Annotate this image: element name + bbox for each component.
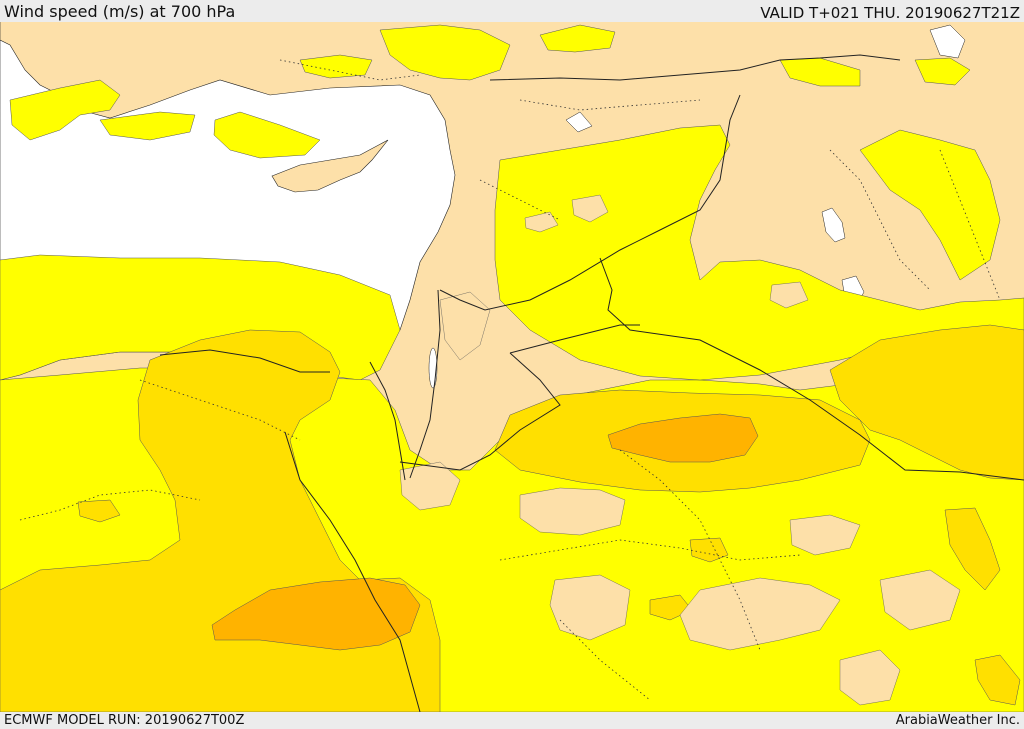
map-title: Wind speed (m/s) at 700 hPa bbox=[4, 2, 236, 21]
wind-band-light-patches bbox=[399, 194, 961, 706]
country-borders bbox=[159, 54, 1024, 712]
footer-bar: ECMWF MODEL RUN: 20190627T00Z ArabiaWeat… bbox=[0, 712, 1024, 729]
lake-assad bbox=[565, 111, 593, 133]
lake-van-area bbox=[929, 24, 966, 59]
header-bar: Wind speed (m/s) at 700 hPa VALID T+021 … bbox=[0, 0, 1024, 22]
province-boundaries bbox=[19, 59, 1001, 701]
weather-map bbox=[0, 22, 1024, 712]
model-run-label: ECMWF MODEL RUN: 20190627T00Z bbox=[4, 713, 245, 728]
valid-time-label: VALID T+021 THU. 20190627T21Z bbox=[760, 4, 1020, 22]
credit-label: ArabiaWeather Inc. bbox=[895, 713, 1020, 728]
wind-band-orange bbox=[211, 413, 759, 651]
cyprus-island bbox=[271, 139, 389, 193]
lake-tharthar bbox=[821, 207, 846, 243]
